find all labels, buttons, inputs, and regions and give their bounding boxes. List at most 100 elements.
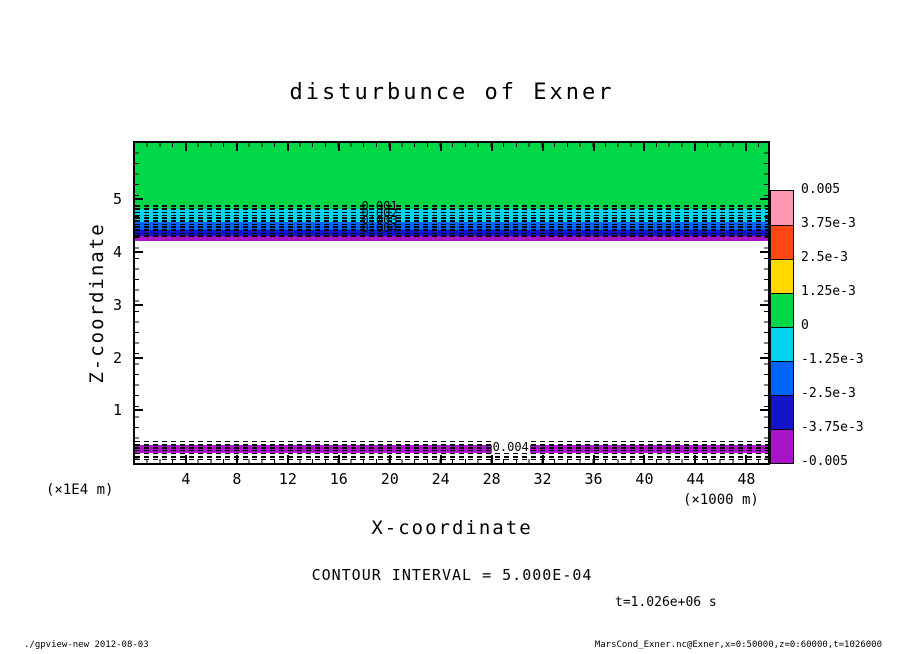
y-major-tick xyxy=(135,198,143,201)
colorbar-segment xyxy=(771,395,793,429)
x-major-tick xyxy=(745,455,748,463)
x-major-tick xyxy=(184,455,187,463)
x-tick-label: 4 xyxy=(181,470,191,488)
y-major-tick xyxy=(135,409,143,412)
y-tick-label: 4 xyxy=(112,243,122,262)
x-major-tick xyxy=(184,143,187,151)
x-major-tick xyxy=(643,455,646,463)
colorbar-tick-label: 2.5e-3 xyxy=(801,250,848,265)
x-major-tick xyxy=(286,143,289,151)
colorbar-tick-label: 1.25e-3 xyxy=(801,284,856,299)
colorbar-segment xyxy=(771,191,793,225)
colorbar-segment xyxy=(771,361,793,395)
y-minor-ticks-right xyxy=(764,143,768,463)
x-major-tick xyxy=(235,143,238,151)
y-major-tick xyxy=(760,198,768,201)
colorbar-tick-label: 3.75e-3 xyxy=(801,216,856,231)
x-major-tick xyxy=(643,143,646,151)
footer-data-source: MarsCond_Exner.nc@Exner,x=0:50000,z=0:60… xyxy=(594,640,882,650)
y-tick-label: 2 xyxy=(112,348,122,367)
y-major-tick xyxy=(760,356,768,359)
colorbar-tick-label: 0 xyxy=(801,318,809,333)
x-major-tick xyxy=(439,455,442,463)
y-major-tick xyxy=(135,356,143,359)
fill-band-purple-upper xyxy=(135,236,768,241)
x-major-tick xyxy=(286,455,289,463)
x-minor-ticks-top xyxy=(135,143,768,147)
time-annotation: t=1.026e+06 s xyxy=(615,595,717,610)
x-tick-label: 32 xyxy=(533,470,552,488)
fill-band-below-range-white xyxy=(135,240,768,446)
colorbar-segment xyxy=(771,429,793,463)
x-axis-unit-note: (×1000 m) xyxy=(683,492,759,508)
contour-label: 0.003 xyxy=(361,213,398,228)
contour-dashed-line xyxy=(135,214,768,217)
x-tick-label: 40 xyxy=(635,470,654,488)
x-tick-label: 44 xyxy=(686,470,705,488)
contour-dashed-line xyxy=(135,232,768,235)
x-tick-label: 48 xyxy=(737,470,756,488)
x-axis-label: X-coordinate xyxy=(371,517,533,539)
y-tick-label: 1 xyxy=(112,401,122,420)
contour-dashed-line xyxy=(135,229,768,231)
contour-label: 0.002 xyxy=(361,206,398,221)
fill-band-blue xyxy=(135,222,768,230)
contour-dashed-line xyxy=(135,447,768,449)
colorbar-tick-label: 0.005 xyxy=(801,182,841,197)
chart-title: disturbunce of Exner xyxy=(289,80,615,105)
fill-band-purple-lower xyxy=(135,445,768,453)
contour-dashed-line xyxy=(135,440,768,443)
x-tick-label: 24 xyxy=(431,470,450,488)
x-major-tick xyxy=(694,455,697,463)
colorbar-tick-label: -2.5e-3 xyxy=(801,386,856,401)
x-major-tick xyxy=(388,143,391,151)
colorbar-segment xyxy=(771,259,793,293)
contour-dashed-line xyxy=(135,220,768,222)
x-major-tick xyxy=(490,455,493,463)
contour-label: 0.004 xyxy=(491,440,530,455)
y-major-tick xyxy=(760,251,768,254)
x-tick-label: 20 xyxy=(380,470,399,488)
x-major-tick xyxy=(694,143,697,151)
x-major-tick xyxy=(592,455,595,463)
contour-dashed-line xyxy=(135,456,768,458)
y-major-tick xyxy=(135,251,143,254)
colorbar-segment xyxy=(771,327,793,361)
y-tick-label: 3 xyxy=(112,295,122,314)
x-minor-ticks-bottom xyxy=(135,459,768,463)
y-major-tick xyxy=(135,303,143,306)
colorbar-tick-label: -0.005 xyxy=(801,454,848,469)
colorbar-segment xyxy=(771,225,793,259)
x-tick-label: 12 xyxy=(278,470,297,488)
colorbar-tick-label: -3.75e-3 xyxy=(801,420,864,435)
x-major-tick xyxy=(337,455,340,463)
plot-area: 0.001 0.002 0.003 0.004 0.004 xyxy=(133,141,770,465)
y-major-tick xyxy=(760,303,768,306)
x-tick-label: 16 xyxy=(329,470,348,488)
fill-band-green-near-zero xyxy=(135,143,768,209)
x-major-tick xyxy=(541,455,544,463)
x-major-tick xyxy=(541,143,544,151)
x-tick-label: 8 xyxy=(232,470,242,488)
y-tick-label: 5 xyxy=(112,190,122,209)
contour-dashed-line xyxy=(135,223,768,226)
x-tick-label: 36 xyxy=(584,470,603,488)
colorbar-tick-label: -1.25e-3 xyxy=(801,352,864,367)
y-minor-ticks-left xyxy=(135,143,139,463)
x-major-tick xyxy=(235,455,238,463)
contour-dashed-line xyxy=(135,208,768,210)
x-major-tick xyxy=(745,143,748,151)
colorbar-segment xyxy=(771,293,793,327)
x-major-tick xyxy=(490,143,493,151)
contour-dashed-line xyxy=(135,211,768,214)
x-major-tick xyxy=(388,455,391,463)
contour-label: 0.004 xyxy=(361,220,398,235)
contour-dashed-line xyxy=(135,444,768,446)
x-major-tick xyxy=(439,143,442,151)
x-major-tick xyxy=(337,143,340,151)
y-axis-unit-note: (×1E4 m) xyxy=(46,482,114,498)
x-tick-label: 28 xyxy=(482,470,501,488)
contour-interval-note: CONTOUR INTERVAL = 5.000E-04 xyxy=(311,566,593,584)
x-major-tick xyxy=(592,143,595,151)
